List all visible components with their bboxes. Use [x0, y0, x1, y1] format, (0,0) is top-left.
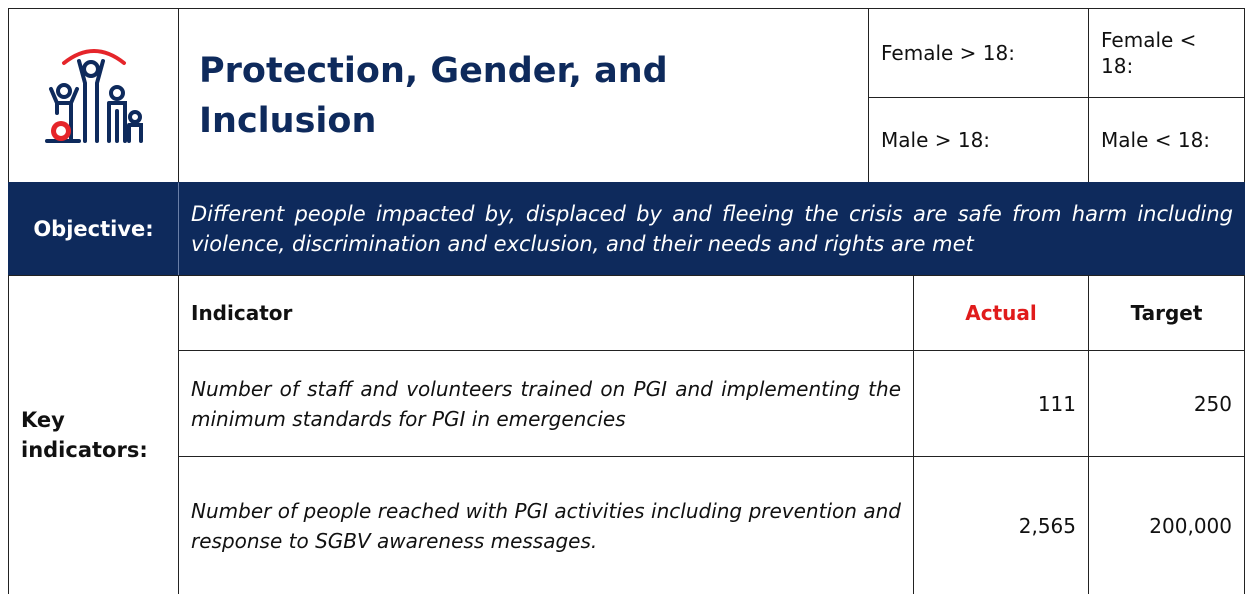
section-title: Protection, Gender, and Inclusion — [178, 8, 868, 182]
column-header: Actual — [913, 275, 1088, 350]
column-header: Target — [1088, 275, 1245, 350]
key-indicators-label: Key indicators: — [8, 275, 178, 594]
target-value: 250 — [1088, 350, 1245, 456]
actual-value: 111 — [913, 350, 1088, 456]
actual-value: 2,565 — [913, 456, 1088, 594]
demographic-cell: Female > 18: — [868, 8, 1088, 97]
indicator-text: Number of people reached with PGI activi… — [178, 456, 913, 594]
demographic-cell: Female < 18: — [1088, 8, 1245, 97]
pgi-icon — [44, 48, 143, 143]
demographic-cell: Male < 18: — [1088, 97, 1245, 182]
logo-cell — [8, 8, 178, 182]
target-value: 200,000 — [1088, 456, 1245, 594]
objective-label: Objective: — [8, 182, 178, 275]
column-header: Indicator — [178, 275, 913, 350]
demographic-cell: Male > 18: — [868, 97, 1088, 182]
indicator-text: Number of staff and volunteers trained o… — [178, 350, 913, 456]
objective-text: Different people impacted by, displaced … — [178, 182, 1245, 275]
